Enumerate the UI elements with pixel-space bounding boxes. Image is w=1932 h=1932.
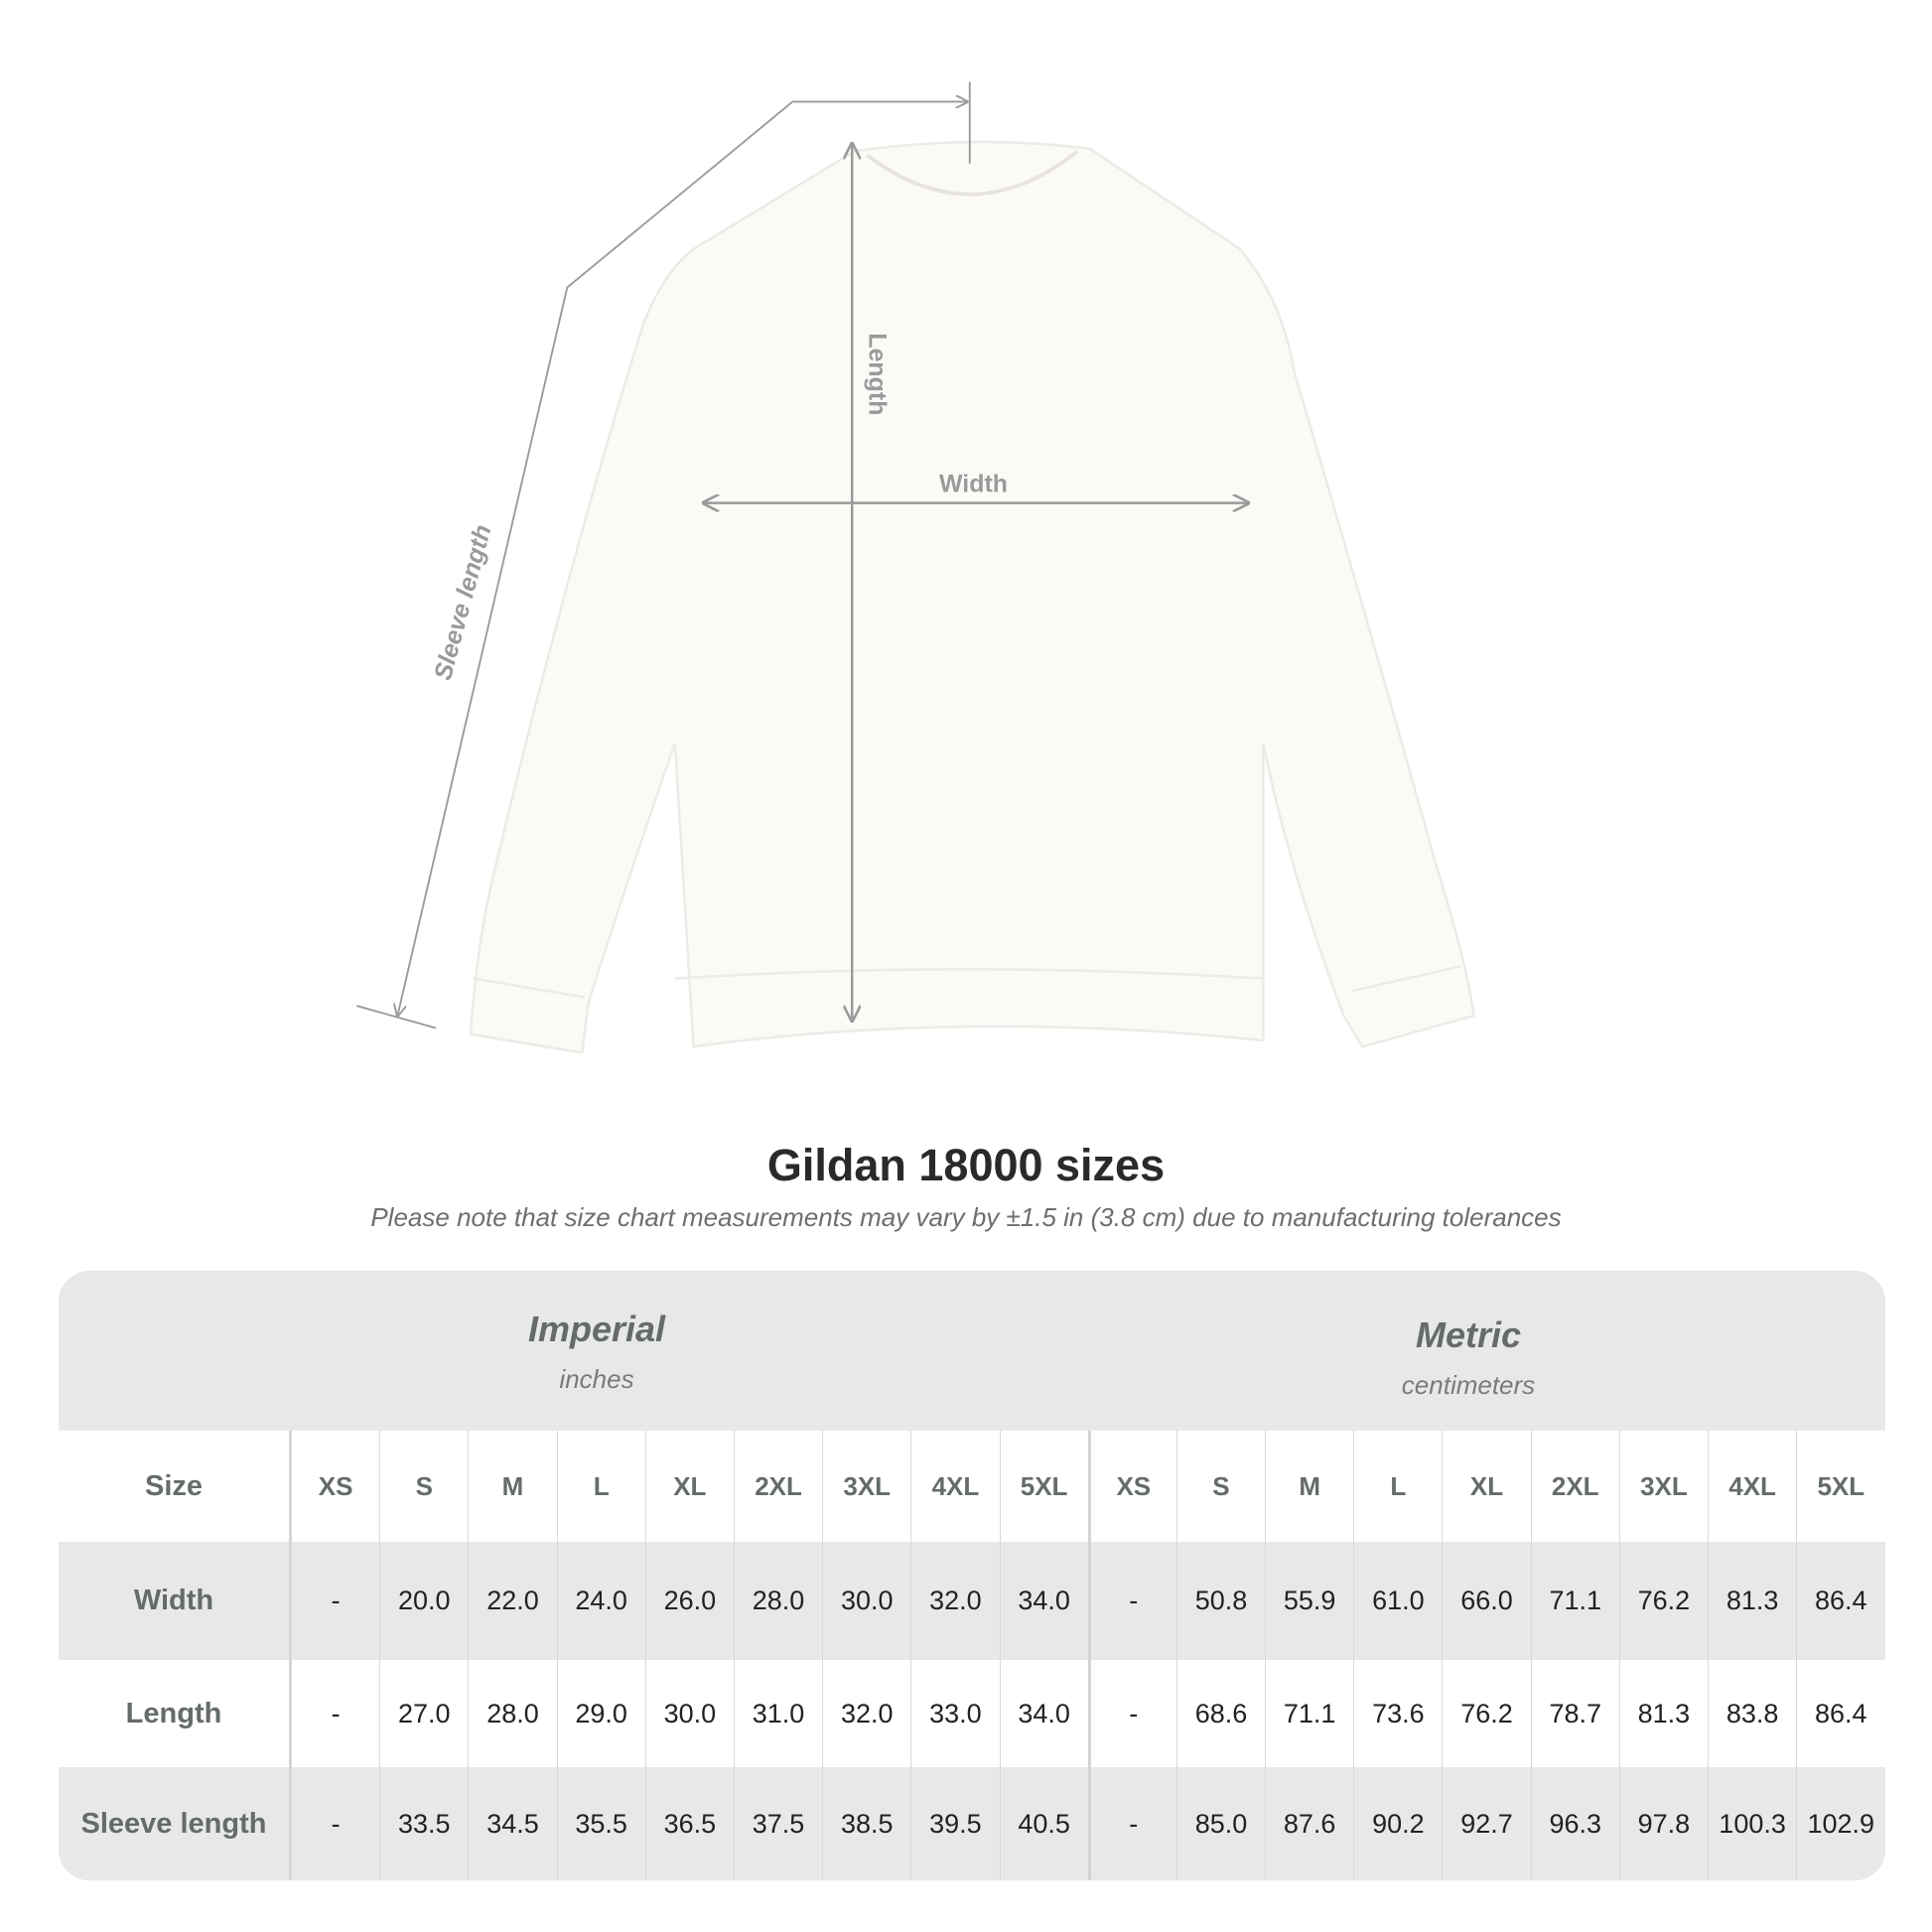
imperial-cell: 28.0 — [468, 1660, 556, 1767]
metric-cell: 50.8 — [1175, 1542, 1265, 1660]
imperial-cell: 38.5 — [822, 1767, 910, 1880]
width-label: Width — [939, 470, 1008, 497]
imperial-cell: 39.5 — [910, 1767, 999, 1880]
imperial-cell: 30.0 — [644, 1660, 734, 1767]
metric-unit: centimeters — [1401, 1370, 1536, 1400]
row-label: Width — [59, 1542, 291, 1660]
imperial-cell: 20.0 — [379, 1542, 468, 1660]
imperial-cell: S — [379, 1431, 468, 1542]
metric-cell: - — [1087, 1767, 1176, 1880]
chart-title: Gildan 18000 sizes — [766, 1140, 1166, 1190]
metric-cell: 102.9 — [1796, 1767, 1884, 1880]
metric-cell: 76.2 — [1618, 1542, 1708, 1660]
imperial-cell: XL — [644, 1431, 734, 1542]
sleeve-length-arrow — [356, 81, 971, 1030]
metric-cell: 66.0 — [1442, 1542, 1530, 1660]
tolerance-note: Please note that size chart measurements… — [370, 1202, 1562, 1232]
row-label: Size — [59, 1431, 291, 1542]
sweatshirt-image — [469, 140, 1475, 1054]
metric-header: Metric centimeters — [1220, 1314, 1717, 1401]
imperial-cell: 37.5 — [733, 1767, 822, 1880]
metric-cell: XS — [1087, 1431, 1176, 1542]
imperial-cell: 5XL — [999, 1431, 1088, 1542]
imperial-cell: 24.0 — [556, 1542, 645, 1660]
metric-cell: 73.6 — [1353, 1660, 1442, 1767]
imperial-cell: 34.0 — [999, 1542, 1088, 1660]
imperial-header: Imperial inches — [348, 1309, 845, 1395]
imperial-cell: - — [291, 1660, 379, 1767]
metric-cell: 3XL — [1618, 1431, 1708, 1542]
metric-cell: S — [1175, 1431, 1265, 1542]
metric-cell: 86.4 — [1796, 1542, 1884, 1660]
metric-cell: 97.8 — [1618, 1767, 1708, 1880]
metric-cell: 2XL — [1530, 1431, 1619, 1542]
imperial-cell: XS — [291, 1431, 379, 1542]
imperial-cell: 2XL — [733, 1431, 822, 1542]
imperial-cell: L — [556, 1431, 645, 1542]
metric-cell: 55.9 — [1265, 1542, 1353, 1660]
metric-cell: 85.0 — [1175, 1767, 1265, 1880]
imperial-cell: 36.5 — [644, 1767, 734, 1880]
imperial-cell: 26.0 — [644, 1542, 734, 1660]
imperial-cell: 29.0 — [556, 1660, 645, 1767]
metric-cell: - — [1087, 1660, 1176, 1767]
imperial-cell: 28.0 — [733, 1542, 822, 1660]
metric-title: Metric — [1415, 1314, 1522, 1355]
length-label: Length — [864, 333, 892, 415]
metric-cell: 83.8 — [1708, 1660, 1796, 1767]
metric-cell: L — [1353, 1431, 1442, 1542]
metric-cell: 81.3 — [1708, 1542, 1796, 1660]
table-row-width: Width -20.0 22.0 24.0 26.0 28.0 30.0 32.0 34.0-5… — [59, 1542, 1885, 1660]
imperial-cell: 40.5 — [999, 1767, 1088, 1880]
metric-cell: 71.1 — [1530, 1542, 1619, 1660]
imperial-cell: 27.0 — [379, 1660, 468, 1767]
unit-header: Imperial inches Metric centimeters — [59, 1271, 1885, 1431]
table-row-length: Length -27.0 28.0 29.0 30.0 31.0 32.0 33.0 34.0-… — [59, 1660, 1885, 1767]
metric-cell: 78.7 — [1530, 1660, 1619, 1767]
metric-cell: 68.6 — [1175, 1660, 1265, 1767]
imperial-cell: 34.0 — [999, 1660, 1088, 1767]
metric-cell: 96.3 — [1530, 1767, 1619, 1880]
row-label: Sleeve length — [59, 1767, 291, 1880]
table-row-sleeve-length: Sleeve length -33.5 34.5 35.5 36.5 37.5 38.5 39… — [59, 1767, 1885, 1880]
metric-cell: 86.4 — [1796, 1660, 1884, 1767]
sleeve-length-label: Sleeve length — [429, 522, 497, 684]
metric-cell: 92.7 — [1442, 1767, 1530, 1880]
imperial-cell: M — [468, 1431, 556, 1542]
size-table: Imperial inches Metric centimeters Size X… — [59, 1271, 1885, 1880]
imperial-cell: 30.0 — [822, 1542, 910, 1660]
metric-cell: 90.2 — [1353, 1767, 1442, 1880]
imperial-title: Imperial — [527, 1309, 666, 1349]
imperial-cell: 32.0 — [910, 1542, 999, 1660]
imperial-cell: 32.0 — [822, 1660, 910, 1767]
sweatshirt-measurement-diagram: Length Width Sleeve length — [356, 81, 1475, 1054]
metric-cell: 81.3 — [1618, 1660, 1708, 1767]
imperial-cell: 3XL — [822, 1431, 910, 1542]
imperial-cell: 33.5 — [379, 1767, 468, 1880]
size-row: Size XS S M L XL 2XL 3XL 4XL 5XL XS S M L XL 2XL 3XL 4XL 5… — [59, 1431, 1885, 1542]
metric-cell: M — [1265, 1431, 1353, 1542]
metric-cell: 100.3 — [1708, 1767, 1796, 1880]
metric-cell: - — [1087, 1542, 1176, 1660]
metric-cell: XL — [1442, 1431, 1530, 1542]
imperial-unit: inches — [559, 1364, 634, 1394]
metric-cell: 61.0 — [1353, 1542, 1442, 1660]
metric-cell: 5XL — [1796, 1431, 1884, 1542]
metric-cell: 87.6 — [1265, 1767, 1353, 1880]
metric-cell: 4XL — [1708, 1431, 1796, 1542]
row-label: Length — [59, 1660, 291, 1767]
imperial-cell: 33.0 — [910, 1660, 999, 1767]
metric-cell: 71.1 — [1265, 1660, 1353, 1767]
metric-cell: 76.2 — [1442, 1660, 1530, 1767]
imperial-cell: 34.5 — [468, 1767, 556, 1880]
imperial-cell: 22.0 — [468, 1542, 556, 1660]
imperial-cell: - — [291, 1542, 379, 1660]
imperial-cell: 31.0 — [733, 1660, 822, 1767]
imperial-cell: - — [291, 1767, 379, 1880]
imperial-cell: 4XL — [910, 1431, 999, 1542]
imperial-cell: 35.5 — [556, 1767, 645, 1880]
